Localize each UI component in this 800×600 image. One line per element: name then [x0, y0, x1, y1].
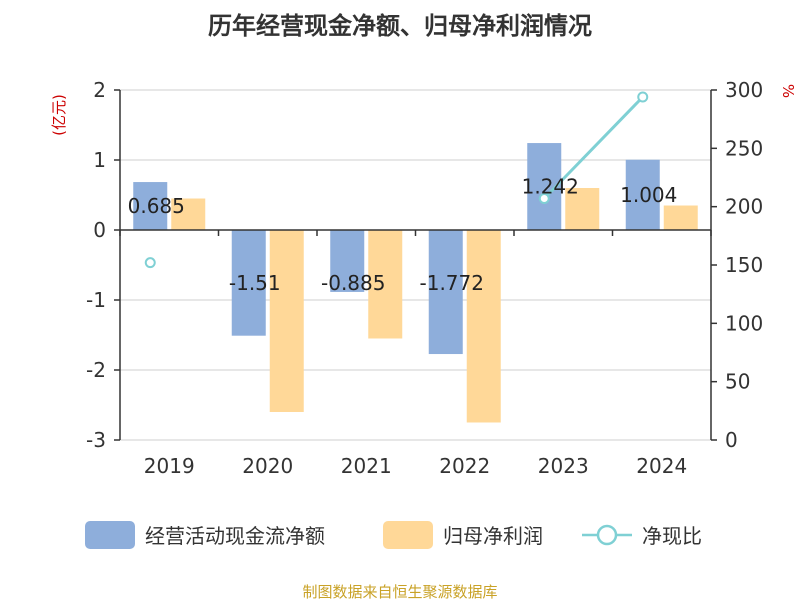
left-tick-label: -2	[86, 358, 106, 382]
left-tick-label: 1	[93, 148, 106, 172]
legend-label-cashflow: 经营活动现金流净额	[145, 524, 325, 548]
legend-swatch-cashflow	[85, 521, 135, 549]
legend-label-ratio: 净现比	[642, 524, 702, 548]
right-tick-label: 200	[725, 195, 763, 219]
ratio-line	[543, 95, 644, 200]
right-tick-label: 100	[725, 311, 763, 335]
bar-cashflow	[625, 159, 660, 230]
right-tick-label: 0	[725, 428, 738, 452]
right-tick-label: 150	[725, 253, 763, 277]
bar-cashflow	[231, 230, 266, 336]
source-note: 制图数据来自恒生聚源数据库	[302, 583, 497, 600]
bars	[133, 143, 698, 423]
data-label-cashflow: -0.885	[321, 271, 385, 295]
left-tick-label: 2	[93, 78, 106, 102]
chart-title: 历年经营现金净额、归母净利润情况	[208, 12, 592, 40]
legend-marker-ratio	[596, 524, 618, 546]
right-tick-label: 50	[725, 370, 750, 394]
ratio-point	[144, 257, 156, 269]
left-tick-label: -1	[86, 288, 106, 312]
legend-swatch-profit	[383, 521, 433, 549]
left-axis-unit: (亿元)	[50, 94, 68, 136]
gridlines	[120, 89, 711, 441]
bar-profit	[171, 198, 206, 230]
legend-item-cashflow[interactable]: 经营活动现金流净额	[85, 521, 325, 549]
ratio-point	[637, 91, 649, 103]
category-label: 2023	[538, 454, 589, 478]
bar-cashflow	[330, 230, 365, 292]
data-labels: 0.685 -1.51 -0.885 -1.772 1.242 1.004	[128, 175, 678, 295]
ratio-point	[538, 193, 550, 204]
right-tick-label: 300	[725, 78, 763, 102]
legend-label-profit: 归母净利润	[443, 524, 543, 548]
bar-profit	[565, 188, 600, 230]
tick-labels: 2 1 0 -1 -2 -3 300 250 200 150 100 50 0 2019 2020 2021 2…	[86, 78, 763, 478]
bar-profit	[269, 230, 304, 412]
left-tick-label: 0	[93, 218, 106, 242]
legend-item-ratio[interactable]: 净现比	[582, 524, 702, 548]
data-label-cashflow: -1.772	[420, 271, 484, 295]
category-label: 2019	[144, 454, 195, 478]
bar-cashflow	[133, 182, 168, 230]
legend-item-profit[interactable]: 归母净利润	[383, 521, 543, 549]
left-tick-label: -3	[86, 428, 106, 452]
ratio-line-layer	[144, 91, 649, 269]
category-label: 2021	[341, 454, 392, 478]
category-label: 2022	[439, 454, 490, 478]
category-label: 2024	[636, 454, 687, 478]
bar-profit	[663, 205, 698, 230]
bar-cashflow	[428, 230, 463, 355]
axes	[114, 89, 717, 441]
data-label-cashflow: 1.242	[522, 175, 579, 199]
data-label-cashflow: 1.004	[620, 183, 677, 207]
right-tick-label: 250	[725, 136, 763, 160]
legend: 经营活动现金流净额 归母净利润 净现比	[85, 521, 702, 549]
right-axis-unit: %	[779, 84, 797, 98]
category-label: 2020	[242, 454, 293, 478]
bar-profit	[368, 230, 403, 339]
bar-profit	[466, 230, 501, 423]
data-label-cashflow: 0.685	[128, 194, 185, 218]
data-label-cashflow: -1.51	[229, 271, 281, 295]
